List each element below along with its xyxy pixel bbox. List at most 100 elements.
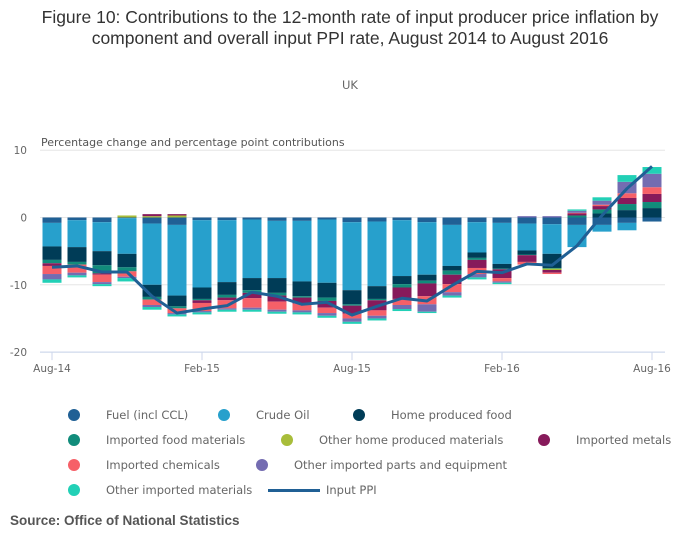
- bar-segment[interactable]: [67, 264, 87, 273]
- bar-segment[interactable]: [292, 281, 312, 297]
- bar-segment[interactable]: [467, 257, 487, 260]
- bar-segment[interactable]: [567, 210, 587, 213]
- bar-segment[interactable]: [267, 220, 287, 279]
- bar-segment[interactable]: [617, 217, 637, 223]
- bar-segment[interactable]: [142, 284, 162, 297]
- bar-segment[interactable]: [542, 272, 562, 275]
- bar-segment[interactable]: [492, 217, 512, 223]
- bar-segment[interactable]: [392, 276, 412, 285]
- bar-segment[interactable]: [242, 292, 262, 299]
- bar-segment[interactable]: [592, 197, 612, 201]
- bar-segment[interactable]: [592, 200, 612, 205]
- bar-segment[interactable]: [292, 303, 312, 311]
- bar-segment[interactable]: [567, 213, 587, 216]
- bar-segment[interactable]: [242, 298, 262, 308]
- bar-segment[interactable]: [642, 217, 662, 222]
- bar-segment[interactable]: [217, 297, 237, 301]
- bar-segment[interactable]: [192, 300, 212, 303]
- bar-segment[interactable]: [242, 309, 262, 312]
- bar-segment[interactable]: [517, 254, 537, 256]
- bar-segment[interactable]: [642, 167, 662, 174]
- bar-segment[interactable]: [167, 295, 187, 307]
- bar-segment[interactable]: [242, 217, 262, 220]
- bar-segment[interactable]: [442, 265, 462, 271]
- bar-segment[interactable]: [292, 312, 312, 315]
- bar-segment[interactable]: [392, 217, 412, 221]
- bar-segment[interactable]: [442, 295, 462, 298]
- bar-segment[interactable]: [467, 222, 487, 253]
- bar-segment[interactable]: [167, 306, 187, 309]
- bar-segment[interactable]: [142, 307, 162, 310]
- bar-segment[interactable]: [117, 267, 137, 272]
- bar-segment[interactable]: [317, 217, 337, 220]
- bar-segment[interactable]: [292, 220, 312, 282]
- bar-segment[interactable]: [117, 253, 137, 268]
- bar-segment[interactable]: [417, 304, 437, 312]
- bar-segment[interactable]: [392, 220, 412, 277]
- bar-segment[interactable]: [267, 301, 287, 310]
- bar-segment[interactable]: [467, 217, 487, 223]
- bar-segment[interactable]: [342, 321, 362, 324]
- bar-segment[interactable]: [492, 281, 512, 283]
- bar-segment[interactable]: [117, 276, 137, 279]
- bar-segment[interactable]: [417, 280, 437, 284]
- bar-segment[interactable]: [267, 278, 287, 293]
- bar-segment[interactable]: [117, 217, 137, 219]
- bar-segment[interactable]: [192, 287, 212, 299]
- bar-segment[interactable]: [367, 318, 387, 321]
- bar-segment[interactable]: [42, 274, 62, 280]
- bar-segment[interactable]: [267, 217, 287, 221]
- bar-segment[interactable]: [542, 269, 562, 273]
- bar-segment[interactable]: [42, 279, 62, 283]
- bar-segment[interactable]: [117, 278, 137, 282]
- bar-segment[interactable]: [367, 286, 387, 299]
- bar-segment[interactable]: [267, 292, 287, 296]
- bar-segment[interactable]: [492, 222, 512, 264]
- bar-segment[interactable]: [192, 298, 212, 301]
- bar-segment[interactable]: [317, 282, 337, 298]
- bar-segment[interactable]: [542, 217, 562, 225]
- bar-segment[interactable]: [342, 290, 362, 305]
- bar-segment[interactable]: [42, 265, 62, 275]
- bar-segment[interactable]: [67, 275, 87, 278]
- bar-segment[interactable]: [142, 223, 162, 285]
- bar-segment[interactable]: [92, 222, 112, 252]
- bar-segment[interactable]: [142, 216, 162, 218]
- bar-segment[interactable]: [192, 302, 212, 312]
- bar-segment[interactable]: [317, 313, 337, 316]
- bar-segment[interactable]: [492, 268, 512, 270]
- bar-segment[interactable]: [442, 217, 462, 225]
- bar-segment[interactable]: [592, 209, 612, 214]
- bar-segment[interactable]: [642, 187, 662, 194]
- bar-segment[interactable]: [442, 270, 462, 275]
- bar-segment[interactable]: [217, 308, 237, 310]
- bar-segment[interactable]: [192, 220, 212, 288]
- bar-segment[interactable]: [617, 204, 637, 211]
- bar-segment[interactable]: [117, 215, 137, 218]
- bar-segment[interactable]: [367, 298, 387, 301]
- bar-segment[interactable]: [617, 210, 637, 218]
- bar-segment[interactable]: [292, 296, 312, 298]
- bar-segment[interactable]: [417, 274, 437, 281]
- bar-segment[interactable]: [467, 277, 487, 280]
- bar-segment[interactable]: [567, 209, 587, 211]
- bar-segment[interactable]: [517, 223, 537, 251]
- bar-segment[interactable]: [342, 222, 362, 291]
- bar-segment[interactable]: [42, 222, 62, 247]
- bar-segment[interactable]: [392, 304, 412, 310]
- bar-segment[interactable]: [192, 311, 212, 313]
- bar-segment[interactable]: [392, 287, 412, 299]
- bar-segment[interactable]: [542, 216, 562, 218]
- bar-segment[interactable]: [442, 284, 462, 293]
- bar-segment[interactable]: [517, 216, 537, 218]
- bar-segment[interactable]: [192, 217, 212, 221]
- bar-segment[interactable]: [442, 224, 462, 266]
- bar-segment[interactable]: [617, 175, 637, 182]
- bar-segment[interactable]: [167, 224, 187, 296]
- bar-segment[interactable]: [217, 217, 237, 221]
- bar-segment[interactable]: [592, 217, 612, 225]
- bar-segment[interactable]: [92, 251, 112, 266]
- bar-segment[interactable]: [167, 217, 187, 225]
- bar-segment[interactable]: [192, 312, 212, 315]
- bar-segment[interactable]: [342, 217, 362, 223]
